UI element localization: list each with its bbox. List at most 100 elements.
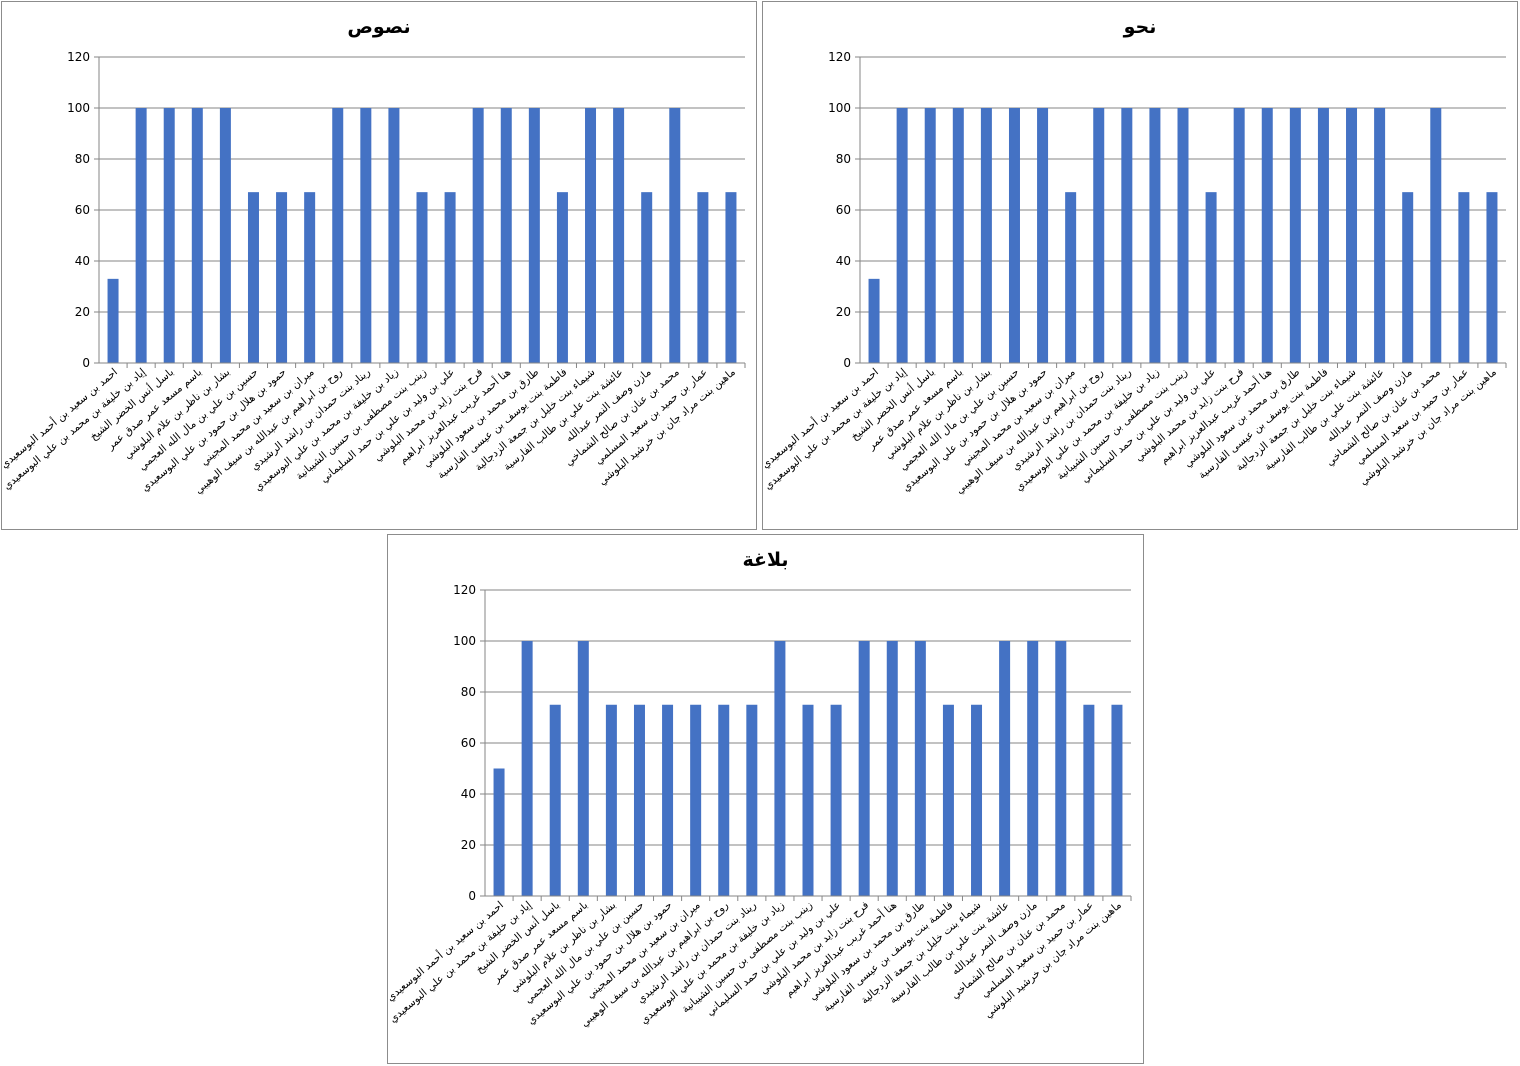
chart-panel-balagha: بلاغة 0 20 40 60 80 100 120 احمد بن سعيد بن أحم… xyxy=(387,534,1144,1064)
bar xyxy=(493,768,505,896)
bar xyxy=(662,704,674,896)
bar xyxy=(191,108,203,363)
y-tick-label: 0 xyxy=(82,356,90,370)
bar xyxy=(858,641,870,896)
y-tick-label: 40 xyxy=(461,787,476,801)
bar xyxy=(999,641,1011,896)
bar xyxy=(304,192,316,363)
bar xyxy=(1083,704,1095,896)
bar xyxy=(924,108,936,363)
bar xyxy=(971,704,983,896)
bar xyxy=(1430,108,1442,363)
bar xyxy=(1261,108,1273,363)
bar xyxy=(1205,192,1217,363)
bar xyxy=(669,108,681,363)
bar xyxy=(1346,108,1358,363)
x-tick-label: احمد بن سعيد بن أحمد البوسعيدي xyxy=(763,365,881,471)
bar xyxy=(276,192,288,363)
bar xyxy=(1093,108,1105,363)
bar-chart-balagha: 0 20 40 60 80 100 120 احمد بن سعيد بن أحمد البو… xyxy=(388,583,1132,1029)
bar xyxy=(549,704,561,896)
bar xyxy=(1065,192,1077,363)
y-tick-label: 100 xyxy=(67,101,90,115)
y-tick-label: 20 xyxy=(461,838,476,852)
bar xyxy=(896,108,908,363)
bar xyxy=(1317,108,1329,363)
bar xyxy=(1008,108,1020,363)
bar xyxy=(914,641,926,896)
y-tick-label: 80 xyxy=(836,152,851,166)
bar xyxy=(444,192,456,363)
bar xyxy=(360,108,372,363)
bar xyxy=(1027,641,1039,896)
bar xyxy=(1121,108,1133,363)
bar xyxy=(219,108,231,363)
bar-chart-nahw: 0 20 40 60 80 100 120 احمد بن سعيد بن أحمد البو… xyxy=(763,50,1507,496)
bar xyxy=(521,641,533,896)
bar xyxy=(725,192,737,363)
bar xyxy=(416,192,428,363)
bar xyxy=(641,192,653,363)
bar xyxy=(247,192,259,363)
bar xyxy=(577,641,589,896)
bar xyxy=(585,108,597,363)
y-tick-label: 120 xyxy=(67,50,90,64)
bar xyxy=(980,108,992,363)
bar xyxy=(1111,704,1123,896)
y-tick-label: 120 xyxy=(828,50,851,64)
x-tick-label: احمد بن سعيد بن أحمد البوسعيدي xyxy=(2,365,120,471)
y-tick-label: 60 xyxy=(75,203,90,217)
bar xyxy=(332,108,344,363)
bar xyxy=(605,704,617,896)
y-tick-label: 60 xyxy=(836,203,851,217)
bar xyxy=(135,108,147,363)
bar xyxy=(697,192,709,363)
y-tick-label: 40 xyxy=(836,254,851,268)
chart-panel-nahw: نحو 0 20 40 60 80 100 120 احمد بن سعيد بن أحمد … xyxy=(762,1,1518,530)
bar xyxy=(472,108,484,363)
bar xyxy=(746,704,758,896)
bar xyxy=(556,192,568,363)
bar xyxy=(500,108,512,363)
bar xyxy=(633,704,645,896)
y-tick-label: 100 xyxy=(453,634,476,648)
bar xyxy=(107,278,119,363)
chart-title: نحو xyxy=(1123,16,1157,38)
y-tick-label: 0 xyxy=(468,889,476,903)
y-tick-label: 0 xyxy=(843,356,851,370)
bar xyxy=(1458,192,1470,363)
bar xyxy=(1149,108,1161,363)
y-tick-label: 80 xyxy=(75,152,90,166)
bar xyxy=(886,641,898,896)
bar xyxy=(528,108,540,363)
bar xyxy=(388,108,400,363)
bar xyxy=(774,641,786,896)
chart-panel-nusus: نصوص 0 20 40 60 80 100 120 احمد بن سعيد بن أحمد… xyxy=(1,1,757,530)
bar xyxy=(1177,108,1189,363)
bar xyxy=(1486,192,1498,363)
bar xyxy=(613,108,625,363)
y-tick-label: 40 xyxy=(75,254,90,268)
bar xyxy=(868,278,880,363)
bar-chart-nusus: 0 20 40 60 80 100 120 احمد بن سعيد بن أحمد البو… xyxy=(2,50,746,496)
bar xyxy=(1055,641,1067,896)
bar xyxy=(718,704,730,896)
bar xyxy=(830,704,842,896)
bar xyxy=(802,704,814,896)
bar xyxy=(163,108,175,363)
y-tick-label: 80 xyxy=(461,685,476,699)
bar xyxy=(1289,108,1301,363)
bar xyxy=(1233,108,1245,363)
y-tick-label: 20 xyxy=(75,305,90,319)
bar xyxy=(1402,192,1414,363)
bar xyxy=(942,704,954,896)
chart-title: بلاغة xyxy=(742,549,789,571)
bar xyxy=(690,704,702,896)
bar xyxy=(952,108,964,363)
x-tick-label: احمد بن سعيد بن أحمد البوسعيدي xyxy=(388,898,506,1004)
y-tick-label: 100 xyxy=(828,101,851,115)
y-tick-label: 20 xyxy=(836,305,851,319)
chart-title: نصوص xyxy=(347,16,411,38)
y-tick-label: 120 xyxy=(453,583,476,597)
y-tick-label: 60 xyxy=(461,736,476,750)
